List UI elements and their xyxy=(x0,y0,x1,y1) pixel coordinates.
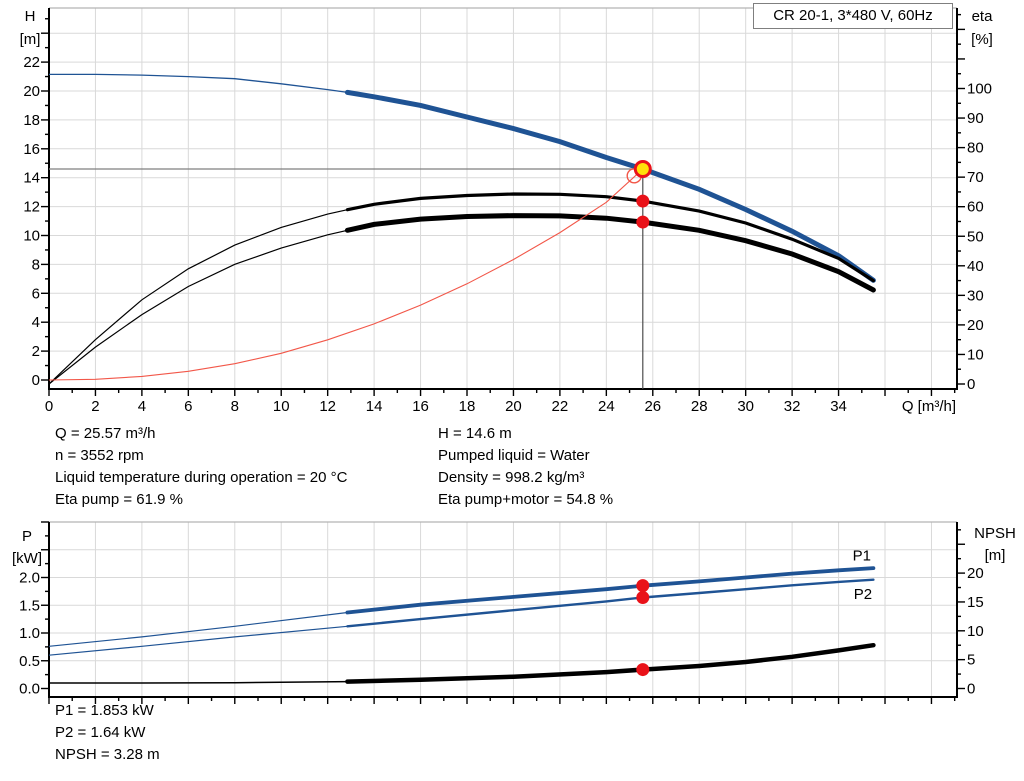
y-right-axis-unit: [m] xyxy=(985,547,1006,564)
x-axis-label: Q [m³/h] xyxy=(902,398,956,415)
x-tick-label: 32 xyxy=(784,398,801,415)
y-left-tick-label: 6 xyxy=(32,285,40,302)
y-right-tick-label: 10 xyxy=(967,623,984,640)
y-left-tick-label: 1.5 xyxy=(19,597,40,614)
eta-pump-curve-thin xyxy=(48,209,348,385)
y-left-axis-unit: [m] xyxy=(20,31,41,48)
info-line-temp: Liquid temperature during operation = 20… xyxy=(55,469,348,486)
x-tick-label: 8 xyxy=(231,398,239,415)
x-tick-label: 28 xyxy=(691,398,708,415)
info-line-npsh: NPSH = 3.28 m xyxy=(55,746,160,763)
x-tick-label: 14 xyxy=(366,398,383,415)
y-right-tick-label: 60 xyxy=(967,199,984,216)
y-left-tick-label: 16 xyxy=(23,141,40,158)
duty-marker-dot xyxy=(636,215,650,229)
p1-curve-thin xyxy=(48,611,348,647)
x-tick-label: 12 xyxy=(319,398,336,415)
info-line-density: Density = 998.2 kg/m³ xyxy=(438,469,585,486)
y-left-tick-label: 20 xyxy=(23,83,40,100)
y-left-tick-label: 14 xyxy=(23,170,40,187)
x-tick-label: 34 xyxy=(830,398,847,415)
y-left-tick-label: 18 xyxy=(23,112,40,129)
y-right-tick-label: 20 xyxy=(967,565,984,582)
y-right-tick-label: 90 xyxy=(967,110,984,127)
y-right-tick-label: 0 xyxy=(967,376,975,393)
y-right-tick-label: 15 xyxy=(967,594,984,611)
y-right-tick-label: 100 xyxy=(967,81,992,98)
y-left-tick-label: 2 xyxy=(32,343,40,360)
y-right-tick-label: 30 xyxy=(967,287,984,304)
info-line-h: H = 14.6 m xyxy=(438,425,512,442)
pump-title-box: CR 20-1, 3*480 V, 60Hz xyxy=(753,3,953,29)
p2-curve xyxy=(346,578,875,628)
info-line-p1: P1 = 1.853 kW xyxy=(55,702,154,719)
power-info: P1 = 1.853 kW P2 = 1.64 kW NPSH = 3.28 m xyxy=(55,700,160,766)
x-tick-label: 20 xyxy=(505,398,522,415)
p2-curve-thin xyxy=(48,625,348,656)
info-line-eta-pm: Eta pump+motor = 54.8 % xyxy=(438,491,614,508)
head-curve-thin xyxy=(49,73,348,94)
y-left-axis-unit: [kW] xyxy=(12,550,42,567)
x-tick-label: 30 xyxy=(737,398,754,415)
series-label-p2: P2 xyxy=(854,586,872,603)
x-tick-label: 22 xyxy=(552,398,569,415)
y-left-tick-label: 0.0 xyxy=(19,681,40,698)
y-right-tick-label: 20 xyxy=(967,317,984,334)
duty-marker-dot xyxy=(636,590,650,604)
y-right-axis-label: eta xyxy=(972,8,994,25)
y-right-axis-unit: [%] xyxy=(971,31,993,48)
info-line-liquid: Pumped liquid = Water xyxy=(438,447,590,464)
y-left-tick-label: 4 xyxy=(32,314,40,331)
x-tick-label: 10 xyxy=(273,398,290,415)
y-left-axis-label: P xyxy=(22,528,32,545)
eta-pump-motor-curve-thin xyxy=(48,229,348,385)
y-left-tick-label: 0.5 xyxy=(19,653,40,670)
y-right-tick-label: 0 xyxy=(967,681,975,698)
system-curve xyxy=(48,168,644,381)
eta-pump-motor-curve xyxy=(344,213,876,293)
p1-curve xyxy=(345,566,876,615)
info-line-q: Q = 25.57 m³/h xyxy=(55,425,156,442)
head-curve xyxy=(344,89,876,283)
y-right-tick-label: 40 xyxy=(967,258,984,275)
x-tick-label: 0 xyxy=(45,398,53,415)
y-right-axis-label: NPSH xyxy=(974,525,1016,542)
y-left-axis-label: H xyxy=(25,8,36,25)
x-tick-label: 24 xyxy=(598,398,615,415)
x-tick-label: 18 xyxy=(459,398,476,415)
y-left-tick-label: 22 xyxy=(23,54,40,71)
info-line-p2: P2 = 1.64 kW xyxy=(55,724,146,741)
series-label-p1: P1 xyxy=(853,547,871,564)
duty-point-marker xyxy=(633,160,652,179)
y-left-tick-label: 0 xyxy=(32,372,40,389)
x-tick-label: 4 xyxy=(138,398,146,415)
info-line-eta-pump: Eta pump = 61.9 % xyxy=(55,491,183,508)
duty-marker-dot xyxy=(636,579,650,593)
duty-info-left: Q = 25.57 m³/h n = 3552 rpm Liquid tempe… xyxy=(55,423,347,511)
y-left-tick-label: 12 xyxy=(23,199,40,216)
y-right-tick-label: 10 xyxy=(967,346,984,363)
y-right-tick-label: 50 xyxy=(967,228,984,245)
y-right-tick-label: 5 xyxy=(967,652,975,669)
duty-marker-dot xyxy=(636,194,650,208)
eta-pump-curve xyxy=(345,192,875,283)
npsh-curve xyxy=(345,642,876,684)
y-right-tick-label: 80 xyxy=(967,140,984,157)
npsh-curve-thin xyxy=(49,680,348,684)
x-tick-label: 16 xyxy=(412,398,429,415)
y-left-tick-label: 10 xyxy=(23,228,40,245)
x-tick-label: 6 xyxy=(184,398,192,415)
y-left-tick-label: 2.0 xyxy=(19,570,40,587)
y-left-tick-label: 8 xyxy=(32,256,40,273)
info-line-n: n = 3552 rpm xyxy=(55,447,144,464)
x-tick-label: 2 xyxy=(91,398,99,415)
y-right-tick-label: 70 xyxy=(967,169,984,186)
duty-info-right: H = 14.6 m Pumped liquid = Water Density… xyxy=(438,423,613,511)
x-tick-label: 26 xyxy=(644,398,661,415)
y-left-tick-label: 1.0 xyxy=(19,625,40,642)
duty-marker-dot xyxy=(636,663,650,677)
